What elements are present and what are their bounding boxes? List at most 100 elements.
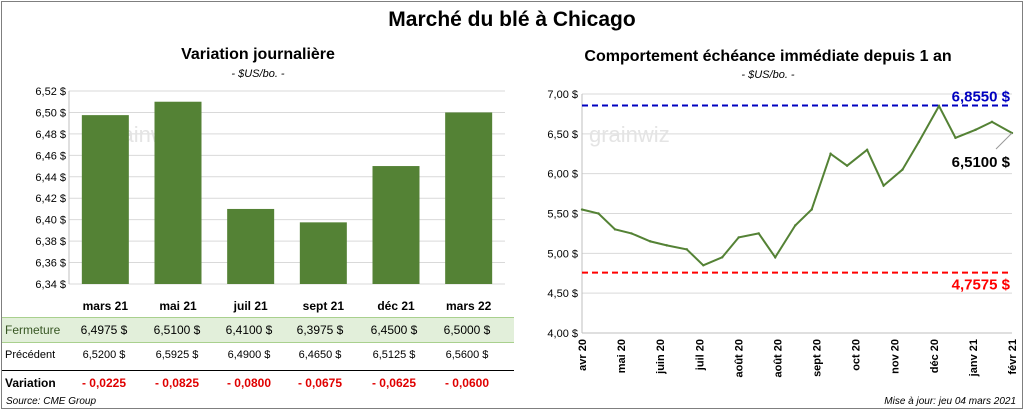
table-cell: - 0,0225 (81, 376, 127, 390)
y-tick-label: 6,52 $ (35, 86, 66, 98)
table-row-label: Variation (5, 376, 56, 390)
table-row-label: Fermeture (5, 323, 61, 337)
y-tick-label: 6,40 $ (35, 215, 66, 227)
data-point (954, 136, 957, 140)
x-tick-label: juin 20 (655, 339, 667, 375)
bar (227, 208, 275, 284)
y-tick-label: 6,00 $ (547, 169, 578, 181)
x-tick-label: août 20 (772, 339, 784, 378)
y-tick-label: 6,44 $ (35, 172, 66, 184)
data-point (865, 148, 869, 151)
y-tick-label: 6,50 $ (547, 129, 578, 141)
x-tick-label: nov 20 (890, 339, 902, 374)
table-row-fermeture: Fermeture 6,4975 $ 6,5100 $ 6,4100 $ 6,3975 … (2, 317, 514, 343)
data-point (720, 256, 724, 259)
max-label: 6,8550 $ (952, 89, 1011, 106)
table-cell: - 0,0600 (444, 376, 490, 390)
bar (299, 222, 347, 284)
data-point (974, 128, 977, 132)
table-cell: 6,5125 $ (372, 349, 416, 361)
y-tick-label: 6,34 $ (35, 279, 66, 291)
y-tick-label: 6,38 $ (35, 236, 66, 248)
data-point (882, 184, 885, 187)
bar-chart: 6,34 $ 6,36 $ 6,38 $ 6,40 $ 6,42 $ 6,44 $ 6,46… (35, 86, 505, 313)
y-tick-label: 6,46 $ (35, 150, 66, 162)
line-chart-subtitle: - $US/bo. - (741, 69, 795, 81)
table-row-precedent: Précédent 6,5200 $ 6,5925 $ 6,4900 $ 6,4650 … (2, 344, 514, 368)
data-point (665, 244, 669, 247)
y-tick-label: 6,48 $ (35, 129, 66, 141)
table-cell: - 0,0675 (297, 376, 343, 390)
y-tick-label: 4,00 $ (547, 328, 578, 340)
x-tick-label: sept 21 (303, 299, 345, 313)
y-tick-label: 6,50 $ (35, 107, 66, 119)
min-label: 4,7575 $ (952, 277, 1011, 294)
source-note: Source: CME Group (6, 396, 97, 407)
y-tick-label: 5,50 $ (547, 209, 578, 221)
x-tick-label: mai 21 (159, 299, 197, 313)
table-cell: 6,3975 $ (296, 323, 344, 337)
x-tick-label: déc 21 (377, 299, 415, 313)
table-cell: 6,5600 $ (445, 349, 489, 361)
x-tick-label: sept 20 (812, 339, 824, 377)
update-note: Mise à jour: jeu 04 mars 2021 (884, 396, 1016, 407)
x-tick-label: oct 20 (851, 339, 863, 371)
data-point (845, 164, 849, 167)
data-point (613, 228, 617, 231)
data-point (937, 104, 941, 108)
x-tick-label: juil 20 (694, 339, 706, 371)
data-point (685, 248, 689, 251)
data-point (829, 152, 832, 155)
table-cell: 6,5000 $ (443, 323, 491, 337)
data-point (794, 224, 797, 227)
x-tick-label: avr 20 (577, 339, 589, 371)
table-cell: 6,4975 $ (80, 323, 128, 337)
data-point (990, 120, 994, 124)
bar-chart-subtitle: - $US/bo. - (231, 68, 285, 80)
watermark: grainwiz (589, 122, 670, 147)
x-tick-label: mars 21 (83, 299, 129, 313)
table-cell: - 0,0825 (154, 376, 200, 390)
table-row-label: Précédent (5, 349, 56, 361)
table-cell: 6,4650 $ (298, 349, 342, 361)
table-cell: - 0,0800 (226, 376, 272, 390)
data-point (630, 232, 633, 235)
table-cell: 6,4900 $ (227, 349, 271, 361)
data-point (774, 256, 777, 259)
table-cell: 6,4500 $ (370, 323, 418, 337)
y-tick-label: 6,42 $ (35, 193, 66, 205)
data-point (597, 212, 600, 215)
data-point (702, 264, 705, 267)
data-point (901, 168, 904, 171)
data-point (649, 240, 652, 243)
line-chart: 4,00 $ 4,50 $ 5,00 $ 5,50 $ 6,00 $ 6,50 $ 7,00… (547, 89, 1019, 378)
line-chart-title: Comportement échéance immédiate depuis 1… (584, 48, 952, 65)
y-tick-label: 4,50 $ (547, 288, 578, 300)
x-tick-label: janv 21 (968, 339, 980, 377)
table-cell: 6,5925 $ (155, 349, 199, 361)
table-cell: - 0,0625 (371, 376, 417, 390)
bar (154, 101, 202, 284)
last-value-leader (995, 132, 1013, 150)
bar (81, 115, 129, 284)
data-point (580, 208, 584, 211)
table-cell: 6,4100 $ (225, 323, 273, 337)
data-point (917, 140, 921, 143)
x-tick-label: juil 21 (233, 299, 268, 313)
bar (445, 112, 493, 284)
y-tick-label: 5,00 $ (547, 248, 578, 260)
y-tick-label: 6,36 $ (35, 258, 66, 270)
x-tick-label: mai 20 (616, 339, 628, 373)
x-tick-label: déc 20 (929, 339, 941, 373)
x-tick-label: mars 22 (446, 299, 492, 313)
last-value-label: 6,5100 $ (952, 154, 1011, 171)
bar (372, 166, 420, 284)
y-tick-label: 7,00 $ (547, 89, 578, 101)
x-tick-label: févr 21 (1007, 339, 1019, 374)
bar-chart-title: Variation journalière (181, 46, 335, 63)
table-cell: 6,5100 $ (153, 323, 201, 337)
data-point (810, 208, 813, 211)
x-tick-label: août 20 (733, 339, 745, 378)
table-cell: 6,5200 $ (82, 349, 126, 361)
